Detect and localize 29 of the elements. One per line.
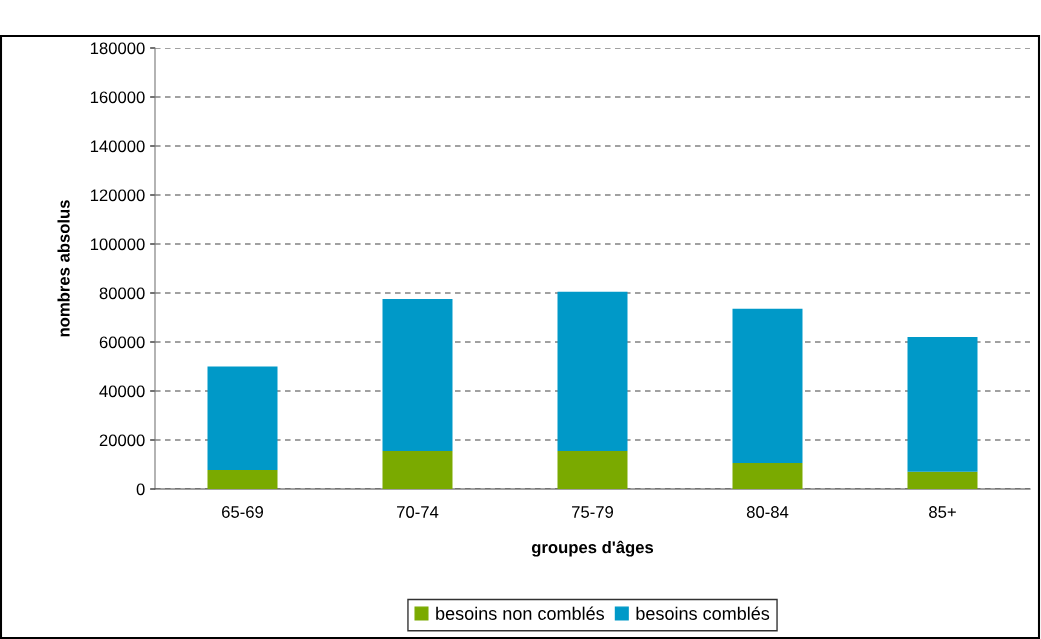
legend-label: besoins comblés [636, 606, 770, 620]
bar [732, 308, 803, 464]
bar [207, 469, 278, 489]
y-tick-label: 160000 [90, 91, 145, 104]
x-tick-label: 75-79 [572, 506, 614, 518]
y-tick-label: 20000 [99, 434, 145, 447]
y-tick-label: 100000 [90, 238, 145, 251]
bar [907, 337, 978, 472]
bar [557, 291, 628, 452]
x-tick-label: 85+ [929, 506, 956, 518]
y-tick-label: 0 [136, 483, 145, 496]
x-tick-label: 80-84 [746, 506, 789, 518]
y-tick-label: 40000 [99, 385, 145, 398]
bar [382, 299, 453, 452]
legend-label: besoins non comblés [436, 606, 605, 620]
bar [732, 463, 803, 489]
y-tick-label: 180000 [90, 42, 145, 55]
x-axis-title: groupes d'âges [531, 540, 654, 557]
y-tick-label: 120000 [90, 189, 145, 202]
bar [382, 451, 453, 489]
x-tick-label: 70-74 [397, 506, 439, 518]
y-tick-label: 60000 [99, 336, 145, 349]
bar [907, 471, 978, 489]
bar [207, 366, 278, 470]
bar [557, 451, 628, 489]
y-tick-label: 80000 [99, 287, 145, 300]
x-tick-label: 65-69 [222, 506, 264, 518]
y-axis-title: nombres absolus [57, 200, 70, 337]
y-tick-label: 140000 [90, 140, 145, 153]
